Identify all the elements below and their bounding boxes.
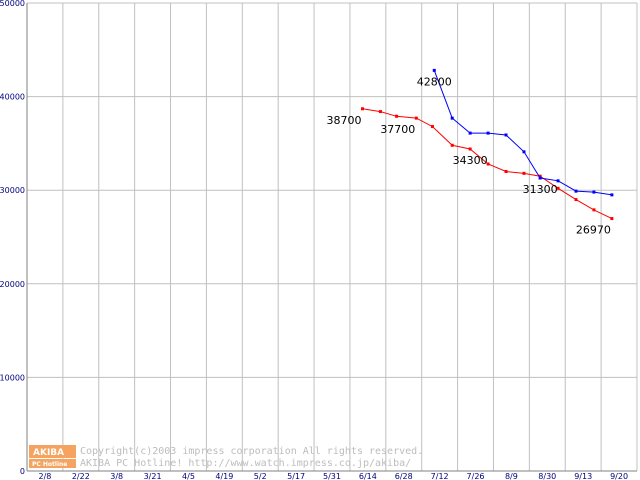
akiba-logo-subtext: PC Hotline <box>32 461 67 468</box>
x-tick-label: 2/8 <box>39 472 52 480</box>
series-1-point <box>486 162 490 166</box>
x-tick-label: 7/26 <box>467 472 485 480</box>
y-tick-label: 20000 <box>0 280 25 289</box>
site-url-text: AKIBA PC Hotline! http://www.watch.impre… <box>80 458 411 469</box>
x-tick-label: 9/13 <box>574 472 592 480</box>
data-label-layer: 38700 37700 42800 34300 31300 26970 <box>327 75 611 236</box>
x-tick-label: 9/20 <box>610 472 628 480</box>
series-1-point <box>574 198 578 202</box>
series-1-point <box>522 171 526 175</box>
series-1-point <box>361 107 364 111</box>
x-tick-label: 5/31 <box>323 472 341 480</box>
series-line-2 <box>433 70 612 196</box>
series-2-point <box>522 150 526 154</box>
y-tick-label: 40000 <box>0 93 25 102</box>
series-2-point <box>574 189 578 193</box>
akiba-logo-box <box>29 445 76 458</box>
y-tick-label: 50000 <box>0 0 25 8</box>
series-2-point <box>538 176 542 180</box>
watermark: AKIBA PC Hotline Copyright(c)2003 impres… <box>29 445 423 469</box>
series-1-point <box>414 116 418 120</box>
x-tick-label: 8/30 <box>538 472 556 480</box>
series-2-point <box>468 131 472 135</box>
series-1-point <box>556 186 560 190</box>
akiba-logo-text: AKIBA <box>33 448 64 458</box>
series-1-point <box>430 125 434 129</box>
series-2-point <box>450 116 454 120</box>
series-1-point <box>592 208 596 212</box>
data-label: 26970 <box>576 224 611 237</box>
copyright-text: Copyright(c)2003 impress corporation All… <box>80 446 423 457</box>
x-tick-label: 6/14 <box>359 472 377 480</box>
y-tick-label: 30000 <box>0 186 25 195</box>
series-2-point <box>432 68 436 72</box>
data-label: 37700 <box>380 123 415 136</box>
grid-layer <box>26 2 638 472</box>
series-2-point <box>592 190 596 194</box>
y-tick-label: 10000 <box>0 373 25 382</box>
x-tick-label: 3/8 <box>110 472 123 480</box>
series-2-point <box>504 133 508 137</box>
series-layer <box>361 68 614 221</box>
x-tick-label: 6/28 <box>395 472 413 480</box>
series-1-point <box>504 169 508 173</box>
data-label: 34300 <box>453 154 488 167</box>
series-1-point <box>468 147 472 151</box>
data-label: 42800 <box>417 75 452 88</box>
x-tick-label: 4/19 <box>215 472 233 480</box>
x-tick-label: 4/5 <box>182 472 195 480</box>
series-2-point <box>556 179 560 183</box>
series-1-point <box>450 143 454 147</box>
series-1-point <box>378 110 382 114</box>
x-tick-label: 5/2 <box>254 472 267 480</box>
x-tick-label: 3/21 <box>144 472 162 480</box>
x-tick-label: 5/17 <box>287 472 305 480</box>
data-label: 38700 <box>327 114 362 127</box>
x-tick-label: 2/22 <box>72 472 90 480</box>
akiba-logo-sub-box <box>29 459 76 468</box>
series-2-point <box>486 131 490 135</box>
series-1-point <box>610 217 614 221</box>
x-tick-label: 8/9 <box>505 472 518 480</box>
y-tick-label: 0 <box>20 467 25 476</box>
x-tick-label: 7/12 <box>431 472 449 480</box>
series-1-point <box>538 174 542 178</box>
series-1-point <box>395 114 399 118</box>
series-2-point <box>610 193 614 197</box>
data-label: 31300 <box>523 183 558 196</box>
